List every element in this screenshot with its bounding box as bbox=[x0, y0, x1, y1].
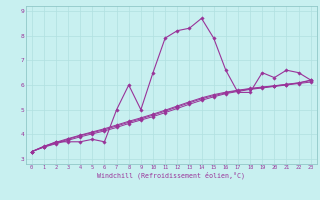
X-axis label: Windchill (Refroidissement éolien,°C): Windchill (Refroidissement éolien,°C) bbox=[97, 172, 245, 179]
